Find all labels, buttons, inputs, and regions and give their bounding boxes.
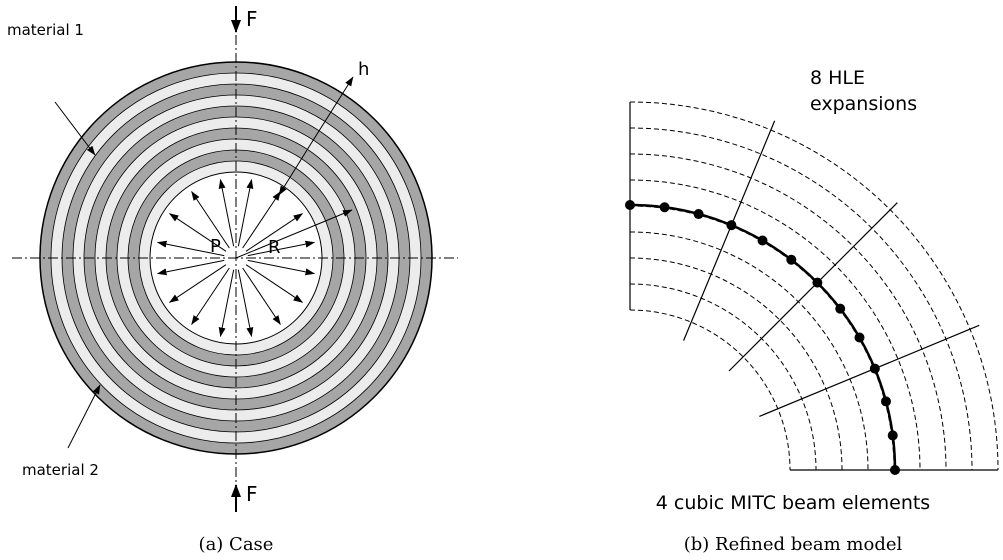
case-panel: F F h P R material 1 material 2 (a) Case	[7, 6, 458, 555]
center-lines	[12, 35, 458, 482]
pressure-arrow	[242, 191, 281, 249]
beam-axis	[625, 200, 900, 475]
inner-boundary-arc	[629, 309, 791, 471]
pressure-arrow	[247, 259, 315, 276]
pressure-arrow	[237, 179, 254, 247]
beam-node	[726, 220, 737, 231]
pressure-arrow	[218, 269, 235, 337]
internal-pressure-arrows	[157, 179, 315, 337]
radius-label: R	[268, 237, 281, 258]
element-boundary-lines	[629, 102, 998, 471]
pressure-arrow	[169, 213, 227, 252]
pressure-label: P	[210, 236, 221, 257]
beam-node	[812, 277, 823, 288]
beam-node	[880, 396, 891, 407]
beam-node	[854, 332, 865, 343]
material-1-leader	[54, 101, 96, 156]
beam-node	[757, 235, 768, 246]
pressure-arrow	[218, 179, 235, 247]
material-2-leader	[67, 384, 101, 449]
beam-model-panel: 8 HLE expansions 4 cubic MITC beam eleme…	[625, 67, 999, 555]
element-boundary-line	[759, 324, 980, 417]
pressure-arrow	[157, 240, 225, 257]
beam-node	[786, 254, 797, 265]
pressure-arrow	[157, 259, 225, 276]
hle-label-line2: expansions	[810, 93, 917, 115]
force-label-top: F	[246, 7, 258, 31]
thickness-dimension-arrow-in	[278, 149, 308, 196]
pressure-arrow	[245, 264, 303, 303]
caption-a: (a) Case	[199, 534, 274, 555]
thickness-label: h	[358, 59, 369, 80]
force-label-bottom: F	[246, 482, 258, 506]
radius-dimension-arrow	[235, 209, 353, 259]
element-boundary-line	[728, 202, 898, 372]
caption-b: (b) Refined beam model	[684, 534, 903, 555]
beam-node	[693, 209, 704, 220]
hle-label-line1: 8 HLE	[810, 67, 865, 89]
pressure-arrow	[191, 267, 230, 325]
pressure-arrow	[242, 267, 281, 325]
laminated-cylinder-rings	[39, 61, 433, 455]
material-1-label: material 1	[7, 21, 84, 39]
element-boundary-line	[683, 120, 776, 341]
pressure-arrow	[191, 191, 230, 249]
beam-node	[659, 202, 670, 213]
beam-elements-label: 4 cubic MITC beam elements	[656, 492, 930, 514]
beam-node	[625, 200, 635, 210]
beam-node	[887, 430, 898, 441]
thickness-dimension-arrow-out	[306, 76, 354, 151]
material-2-label: material 2	[22, 461, 99, 479]
beam-node	[835, 303, 846, 314]
beam-node	[890, 465, 900, 475]
pressure-arrow	[245, 213, 303, 252]
pressure-arrow	[169, 264, 227, 303]
pressure-arrow	[247, 240, 315, 257]
beam-node	[869, 363, 880, 374]
pressure-arrow	[237, 269, 254, 337]
